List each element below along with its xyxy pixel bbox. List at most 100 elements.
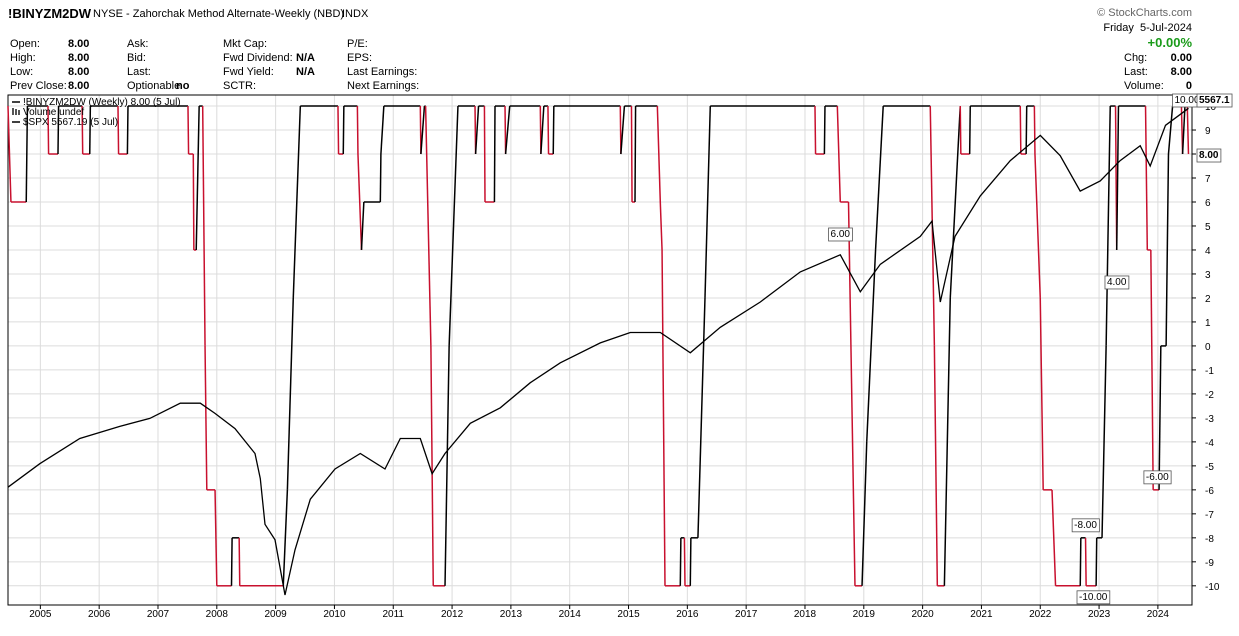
indicator-segment: [81, 106, 84, 155]
indicator-segment: [630, 106, 633, 202]
annotation: -6.00: [1146, 472, 1169, 483]
field-value: 0.00: [1171, 52, 1192, 64]
plot-frame: [7, 94, 1193, 606]
indicator-segment: [430, 345, 435, 586]
indicator-segment: [1034, 153, 1041, 298]
indicator-segment: [47, 106, 50, 155]
plot-area: 109876543210-1-2-3-4-5-6-7-8-9-102005200…: [7, 93, 1233, 620]
x-tick-label: 2019: [853, 609, 876, 620]
indicator-segment: [865, 249, 877, 442]
y-tick-label: -6: [1205, 486, 1214, 497]
x-tick-label: 2020: [911, 609, 934, 620]
indicator-segment: [195, 106, 200, 250]
indicator-segment: [192, 154, 195, 250]
indicator-segment: [57, 106, 60, 155]
y-tick-label: -2: [1205, 390, 1214, 401]
indicator-segment: [117, 106, 120, 155]
indicator-segment: [959, 106, 962, 155]
field-label: Last:: [127, 66, 151, 78]
y-tick-label: 2: [1205, 294, 1211, 305]
indicator-segment: [504, 106, 507, 155]
x-tick-label: 2022: [1029, 609, 1052, 620]
field-label: Open:: [10, 38, 40, 50]
indicator-segment: [1039, 297, 1044, 490]
indicator-segment: [493, 106, 496, 202]
indicator-segment: [201, 106, 206, 346]
x-tick-label: 2016: [676, 609, 699, 620]
field-value: N/A: [296, 66, 315, 78]
field-value: 8.00: [68, 66, 89, 78]
indicator-segment: [949, 105, 962, 298]
indicator-segment: [656, 106, 662, 203]
legend-swatch: [18, 110, 20, 115]
indicator-segment: [230, 537, 233, 586]
field-value: no: [176, 80, 190, 92]
x-tick-label: 2024: [1147, 609, 1170, 620]
indicator-segment: [357, 153, 363, 250]
indicator-segment: [337, 106, 340, 155]
indicator-segment: [1025, 106, 1028, 155]
field-label: Prev Close:: [10, 80, 67, 92]
y-tick-label: 10: [1205, 102, 1217, 113]
field-value: 8.00: [68, 80, 89, 92]
indicator-segment: [420, 105, 426, 155]
end-label: 5567.1: [1199, 95, 1230, 106]
field-label: Optionable: [127, 80, 180, 92]
x-tick-label: 2021: [970, 609, 993, 620]
indicator-segment: [89, 106, 92, 155]
y-tick-label: 1: [1205, 318, 1211, 329]
annotation-box: [1143, 470, 1172, 485]
field-label: Volume:: [1124, 80, 1164, 92]
indicator-segment: [1158, 345, 1162, 490]
indicator-segment: [814, 106, 817, 155]
indicator-segment: [1051, 489, 1057, 586]
indicator-segment: [379, 154, 382, 202]
x-tick-label: 2011: [382, 609, 404, 620]
y-tick-label: 3: [1205, 270, 1211, 281]
indicator-segment: [444, 345, 450, 586]
indicator-segment: [448, 106, 459, 346]
annotation-box: [1076, 590, 1111, 605]
y-tick-label: -7: [1205, 510, 1214, 521]
field-label: Low:: [10, 66, 33, 78]
annotation-box: [828, 227, 853, 242]
indicator-segment: [1167, 105, 1174, 155]
annotation: -8.00: [1074, 520, 1097, 531]
indicator-segment: [380, 105, 385, 155]
annotation-box: [1104, 275, 1130, 290]
x-tick-label: 2015: [617, 609, 640, 620]
indicator-segment: [204, 345, 208, 490]
y-tick-label: -3: [1205, 414, 1214, 425]
indicator-segment: [7, 106, 12, 203]
date: Friday 5-Jul-2024: [1103, 22, 1192, 34]
y-tick-label: 9: [1205, 126, 1211, 137]
field-value: N/A: [296, 52, 315, 64]
x-tick-label: 2017: [735, 609, 758, 620]
y-tick-label: 5: [1205, 222, 1211, 233]
description: NYSE - Zahorchak Method Alternate-Weekly…: [93, 8, 344, 20]
field-value: 8.00: [68, 52, 89, 64]
indicator-segment: [1186, 106, 1190, 155]
indicator-segment: [1101, 345, 1107, 538]
symbol: !BINYZM2DW: [8, 6, 92, 21]
indicator-segment: [540, 105, 545, 155]
field-value: 0: [1186, 80, 1192, 92]
end-label: 8.00: [1199, 150, 1219, 161]
indicator-segment: [1033, 106, 1036, 155]
indicator-segment: [1150, 249, 1154, 490]
end-label: 10.00: [1174, 95, 1199, 106]
y-tick-label: -8: [1205, 534, 1214, 545]
indicator-segment: [620, 105, 626, 155]
indicator-segment: [1181, 105, 1186, 155]
indicator-segment: [214, 489, 218, 586]
indicator-segment: [704, 106, 712, 298]
field-label: Bid:: [127, 52, 146, 64]
indicator-segment: [943, 297, 952, 586]
field-label: Last Earnings:: [347, 66, 417, 78]
x-tick-label: 2009: [264, 609, 287, 620]
indicator-segment: [25, 106, 29, 202]
indicator-segment: [187, 106, 190, 155]
field-label: High:: [10, 52, 36, 64]
legend-label: !BINYZM2DW (Weekly) 8.00 (5 Jul): [23, 97, 181, 108]
